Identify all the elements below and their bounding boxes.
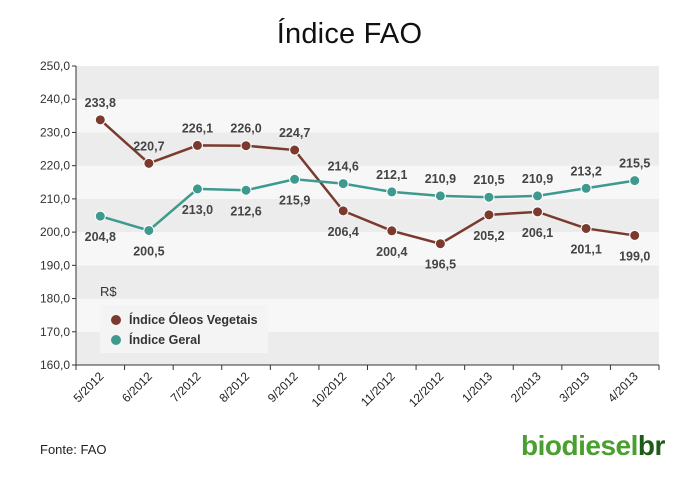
plot-band bbox=[76, 232, 659, 266]
data-label: 233,8 bbox=[85, 96, 116, 110]
data-point-0 bbox=[532, 206, 544, 218]
x-axis-ticks: 5/2012 6/2012 7/2012 8/2012 9/2012 10/2012 11/… bbox=[71, 365, 660, 410]
data-label: 213,0 bbox=[182, 203, 213, 217]
data-label: 226,1 bbox=[182, 121, 213, 135]
plot-band bbox=[76, 265, 659, 299]
x-tick-label: 3/2013 bbox=[556, 369, 592, 405]
data-point-1 bbox=[240, 184, 252, 196]
series-line-0 bbox=[99, 118, 635, 246]
series-line-1 bbox=[99, 178, 635, 232]
data-point-1 bbox=[532, 190, 544, 202]
x-tick-label: 1/2013 bbox=[459, 369, 495, 405]
logo-part-2: br bbox=[637, 430, 666, 461]
data-label: 220,7 bbox=[133, 139, 164, 153]
y-tick-label: 230,0 bbox=[40, 125, 70, 139]
y-tick-label: 190,0 bbox=[40, 258, 70, 272]
plot-band bbox=[76, 132, 659, 166]
plot-bands bbox=[76, 66, 659, 365]
data-point-1 bbox=[386, 186, 398, 198]
data-label: 214,6 bbox=[328, 160, 359, 174]
data-point-0 bbox=[143, 157, 155, 169]
plot-band bbox=[76, 66, 659, 100]
y-axis-ticks: 160,0 170,0 180,0 190,0 200,0 210,0 220,0 230,0… bbox=[40, 59, 76, 372]
y-unit-label: R$ bbox=[100, 284, 117, 299]
data-label: 212,6 bbox=[230, 204, 261, 218]
plot-band bbox=[76, 99, 659, 133]
data-point-0 bbox=[483, 209, 495, 221]
data-point-0 bbox=[94, 114, 106, 126]
y-tick-label: 200,0 bbox=[40, 225, 70, 239]
data-point-1 bbox=[580, 182, 592, 194]
logo-part-1: biodiesel bbox=[521, 430, 638, 461]
x-tick-label: 7/2012 bbox=[168, 369, 204, 405]
series-group bbox=[94, 114, 641, 250]
x-tick-label: 6/2012 bbox=[119, 369, 155, 405]
data-point-0 bbox=[386, 225, 398, 237]
y-tick-label: 210,0 bbox=[40, 192, 70, 206]
data-label: 204,8 bbox=[85, 230, 116, 244]
data-labels: 233,8 204,8 220,7 200,5 226,1 213,0 226,0 212,6… bbox=[85, 96, 651, 272]
x-tick-label: 10/2012 bbox=[309, 369, 350, 410]
x-tick-label: 5/2012 bbox=[71, 369, 107, 405]
x-tick-label: 12/2012 bbox=[406, 369, 447, 410]
data-label: 210,5 bbox=[473, 173, 504, 187]
data-label: 201,1 bbox=[570, 242, 601, 256]
data-point-0 bbox=[434, 238, 446, 250]
data-point-0 bbox=[580, 222, 592, 234]
source-note: Fonte: FAO bbox=[40, 442, 107, 457]
data-label: 224,7 bbox=[279, 126, 310, 140]
plot-band bbox=[76, 165, 659, 199]
y-tick-label: 160,0 bbox=[40, 358, 70, 372]
data-label: 206,1 bbox=[522, 226, 553, 240]
data-point-0 bbox=[289, 144, 301, 156]
data-point-0 bbox=[191, 139, 203, 151]
data-label: 210,9 bbox=[522, 172, 553, 186]
x-tick-label: 4/2013 bbox=[605, 369, 641, 405]
legend-box bbox=[100, 305, 268, 353]
x-tick-label: 2/2013 bbox=[508, 369, 544, 405]
data-label: 210,9 bbox=[425, 172, 456, 186]
biodieselbr-logo: biodieselbr bbox=[521, 430, 665, 462]
data-point-1 bbox=[191, 183, 203, 195]
data-label: 200,5 bbox=[133, 244, 164, 258]
x-tick-label: 9/2012 bbox=[265, 369, 301, 405]
x-tick-label: 8/2012 bbox=[216, 369, 252, 405]
data-point-0 bbox=[240, 140, 252, 152]
y-tick-label: 170,0 bbox=[40, 325, 70, 339]
data-label: 196,5 bbox=[425, 258, 456, 272]
y-tick-label: 250,0 bbox=[40, 59, 70, 73]
y-tick-label: 240,0 bbox=[40, 92, 70, 106]
data-point-0 bbox=[629, 229, 641, 241]
data-point-1 bbox=[337, 178, 349, 190]
legend-label-1: Índice Geral bbox=[129, 332, 201, 347]
data-point-1 bbox=[94, 210, 106, 222]
data-point-1 bbox=[629, 175, 641, 187]
data-label: 205,2 bbox=[473, 229, 504, 243]
data-label: 215,9 bbox=[279, 193, 310, 207]
data-label: 212,1 bbox=[376, 168, 407, 182]
data-point-1 bbox=[143, 224, 155, 236]
legend-label-0: Índice Óleos Vegetais bbox=[129, 312, 258, 327]
data-point-1 bbox=[434, 190, 446, 202]
legend-marker-0 bbox=[111, 315, 121, 325]
data-label: 215,5 bbox=[619, 157, 650, 171]
y-tick-label: 180,0 bbox=[40, 292, 70, 306]
data-label: 199,0 bbox=[619, 249, 650, 263]
data-label: 213,2 bbox=[570, 164, 601, 178]
legend: Índice Óleos Vegetais Índice Geral bbox=[100, 305, 268, 353]
data-label: 200,4 bbox=[376, 245, 407, 259]
data-point-1 bbox=[483, 191, 495, 203]
data-point-0 bbox=[337, 205, 349, 217]
chart-title: Índice FAO bbox=[276, 18, 423, 50]
x-tick-label: 11/2012 bbox=[358, 369, 398, 409]
y-tick-label: 220,0 bbox=[40, 159, 70, 173]
plot-band bbox=[76, 198, 659, 233]
data-label: 206,4 bbox=[328, 225, 359, 239]
data-point-1 bbox=[289, 173, 301, 185]
data-label: 226,0 bbox=[230, 122, 261, 136]
legend-marker-1 bbox=[111, 335, 121, 345]
